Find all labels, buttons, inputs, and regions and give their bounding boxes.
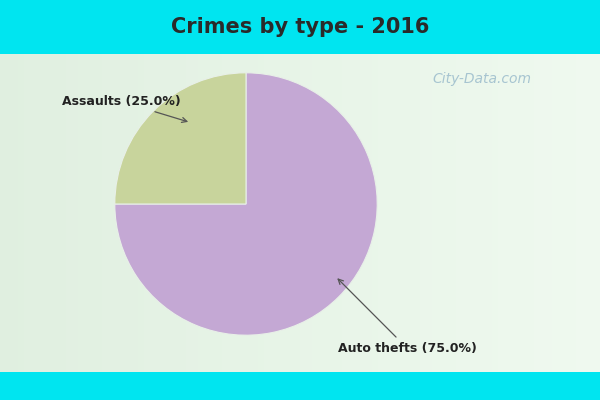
Text: Auto thefts (75.0%): Auto thefts (75.0%)	[338, 279, 477, 355]
Wedge shape	[115, 73, 377, 335]
Text: Crimes by type - 2016: Crimes by type - 2016	[171, 17, 429, 37]
Wedge shape	[115, 73, 246, 204]
Text: City-Data.com: City-Data.com	[432, 72, 531, 86]
Text: Assaults (25.0%): Assaults (25.0%)	[62, 95, 187, 122]
